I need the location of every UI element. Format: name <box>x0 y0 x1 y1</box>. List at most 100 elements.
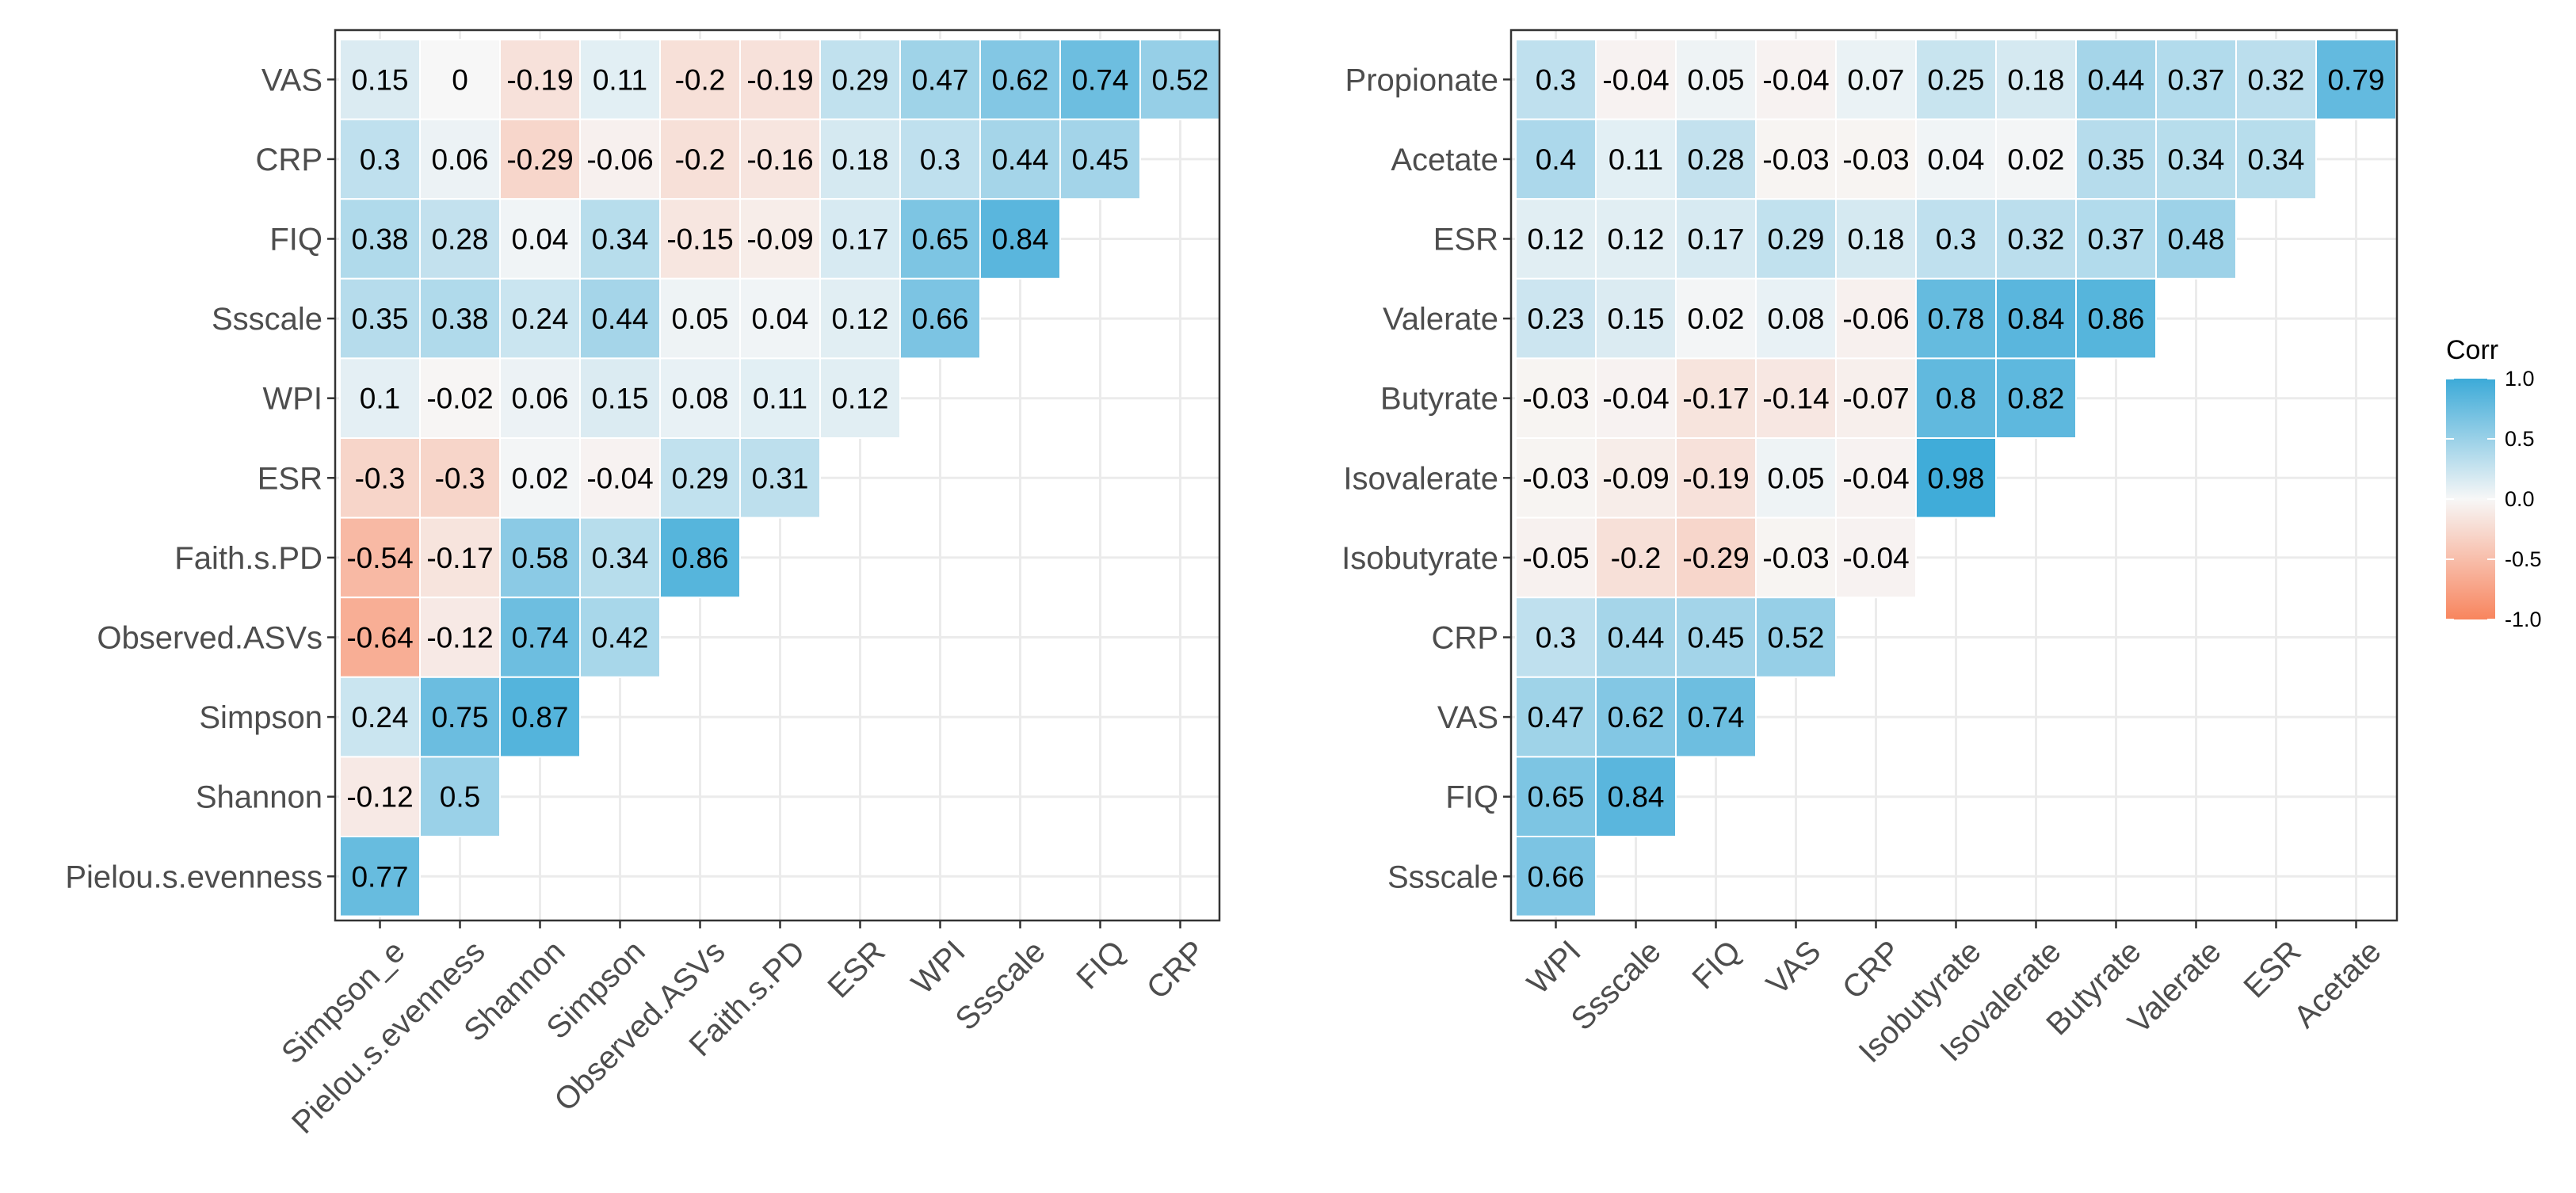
heatmap-cell <box>1515 437 1597 519</box>
cell-value-label: 0.37 <box>2167 63 2224 96</box>
cell-value-label: 0.5 <box>440 781 480 814</box>
y-tick-label: VAS <box>1437 700 1498 735</box>
heatmap-cell <box>1515 277 1597 360</box>
cell-value-label: 0.32 <box>2247 63 2304 96</box>
heatmap-cell <box>579 596 661 678</box>
cell-value-label: 0.47 <box>911 63 968 96</box>
cell-value-label: 0.18 <box>2007 63 2064 96</box>
cell-value-label: 0.52 <box>1151 63 1208 96</box>
cell-value-label: 0.45 <box>1687 622 1744 654</box>
cell-value-label: 0.12 <box>1527 223 1584 256</box>
cell-value-label: 0.29 <box>831 63 888 96</box>
heatmap-cell <box>1995 357 2077 439</box>
heatmap-cell <box>1595 756 1677 838</box>
cell-value-label: -0.09 <box>1602 462 1669 494</box>
heatmap-cell <box>1515 836 1597 917</box>
cell-value-label: 0.47 <box>1527 701 1584 734</box>
heatmap-cell <box>1915 437 1997 519</box>
heatmap-cell <box>1675 437 1757 519</box>
cell-value-label: 0.31 <box>751 462 808 494</box>
cell-value-label: 0.44 <box>2087 63 2144 96</box>
heatmap-cell <box>819 39 901 120</box>
cell-value-label: 0.18 <box>831 143 888 176</box>
cell-value-label: 0.44 <box>991 143 1048 176</box>
cell-value-label: 0.05 <box>671 303 728 335</box>
heatmap-cell <box>1755 596 1837 678</box>
heatmap-cell <box>1515 756 1597 838</box>
heatmap-cell <box>1835 437 1917 519</box>
cell-value-label: 0.42 <box>591 622 648 654</box>
heatmap-cell <box>419 596 501 678</box>
heatmap-cell <box>1675 516 1757 599</box>
cell-value-label: 0.28 <box>1687 143 1744 176</box>
cell-value-label: 0.35 <box>2087 143 2144 176</box>
heatmap-cell <box>2235 39 2317 120</box>
cell-value-label: 0.15 <box>351 63 408 96</box>
heatmap-cell <box>1755 357 1837 439</box>
heatmap-cell <box>1675 596 1757 678</box>
heatmap-cell <box>579 118 661 200</box>
cell-value-label: -0.03 <box>1762 542 1829 574</box>
cell-value-label: -0.12 <box>426 622 493 654</box>
cell-value-label: 0.84 <box>991 223 1048 256</box>
cell-value-label: -0.04 <box>586 462 653 494</box>
heatmap-cell <box>579 357 661 439</box>
cell-value-label: 0.11 <box>1609 143 1663 176</box>
cell-value-label: -0.06 <box>586 143 653 176</box>
cell-value-label: 0.25 <box>1927 63 1984 96</box>
heatmap-cell <box>499 516 581 599</box>
heatmap-cell <box>819 357 901 439</box>
heatmap-cell <box>1515 39 1597 120</box>
y-tick-label: FIQ <box>269 223 322 257</box>
heatmap-cell <box>1915 357 1997 439</box>
heatmap-cell <box>339 596 421 678</box>
cell-value-label: -0.07 <box>1842 383 1909 415</box>
y-tick-label: ESR <box>258 461 322 496</box>
y-tick-label: Ssscale <box>212 302 322 337</box>
heatmap-cell <box>819 277 901 360</box>
cell-value-label: 0.05 <box>1767 462 1824 494</box>
cell-value-label: 0.3 <box>1536 622 1576 654</box>
cell-value-label: 0.65 <box>911 223 968 256</box>
heatmap-cell <box>2155 39 2237 120</box>
cell-value-label: -0.09 <box>746 223 813 256</box>
cell-value-label: -0.14 <box>1762 383 1829 415</box>
cell-value-label: 0.04 <box>511 223 568 256</box>
cell-value-label: 0.06 <box>511 383 568 415</box>
heatmap-cell <box>339 437 421 519</box>
heatmap-cell <box>419 756 501 838</box>
y-tick-labels: VAS CRP FIQ Ssscale WPI ESR Faith.s.PD Observed… <box>65 63 335 894</box>
left-heatmap-panel: 0.15 0 -0.19 0.11 -0.2 -0.19 0.29 0.47 0.62 0.74 0… <box>65 29 1221 1141</box>
cell-value-label: 0.3 <box>1536 63 1576 96</box>
panel-border <box>334 29 1221 922</box>
heatmap-cell <box>1755 39 1837 120</box>
y-tick-label: ESR <box>1433 223 1498 257</box>
cell-value-label: 0.74 <box>511 622 568 654</box>
heatmap-cell <box>2235 118 2317 200</box>
cell-value-label: 0.66 <box>911 303 968 335</box>
cell-value-label: 0.11 <box>593 63 647 96</box>
heatmap-cells: 0.3 -0.04 0.05 -0.04 0.07 0.25 0.18 0.44 0.37 0.3… <box>1515 39 2397 917</box>
cell-value-label: 0.18 <box>1847 223 1904 256</box>
cell-value-label: 0.34 <box>591 542 648 574</box>
cell-value-label: 0.82 <box>2007 383 2064 415</box>
legend-tick-label: 0.5 <box>2505 427 2535 451</box>
cell-value-label: 0.45 <box>1071 143 1128 176</box>
y-tick-label: Observed.ASVs <box>97 621 322 656</box>
y-tick-label: Faith.s.PD <box>174 541 322 576</box>
cell-value-label: 0.75 <box>431 701 488 734</box>
cell-value-label: 0.04 <box>1927 143 1984 176</box>
cell-value-label: -0.03 <box>1522 462 1589 494</box>
heatmap-cell <box>1995 198 2077 280</box>
heatmap-cell <box>1515 198 1597 280</box>
heatmap-cell <box>499 357 581 439</box>
heatmap-cell <box>1595 39 1677 120</box>
heatmap-cell <box>419 437 501 519</box>
cell-value-label: 0.02 <box>2007 143 2064 176</box>
cell-value-label: 0.15 <box>591 383 648 415</box>
heatmap-cell <box>739 198 821 280</box>
cell-value-label: -0.64 <box>346 622 413 654</box>
cell-value-label: 0.08 <box>1767 303 1824 335</box>
cell-value-label: 0.28 <box>431 223 488 256</box>
y-tick-label: Valerate <box>1383 302 1498 337</box>
